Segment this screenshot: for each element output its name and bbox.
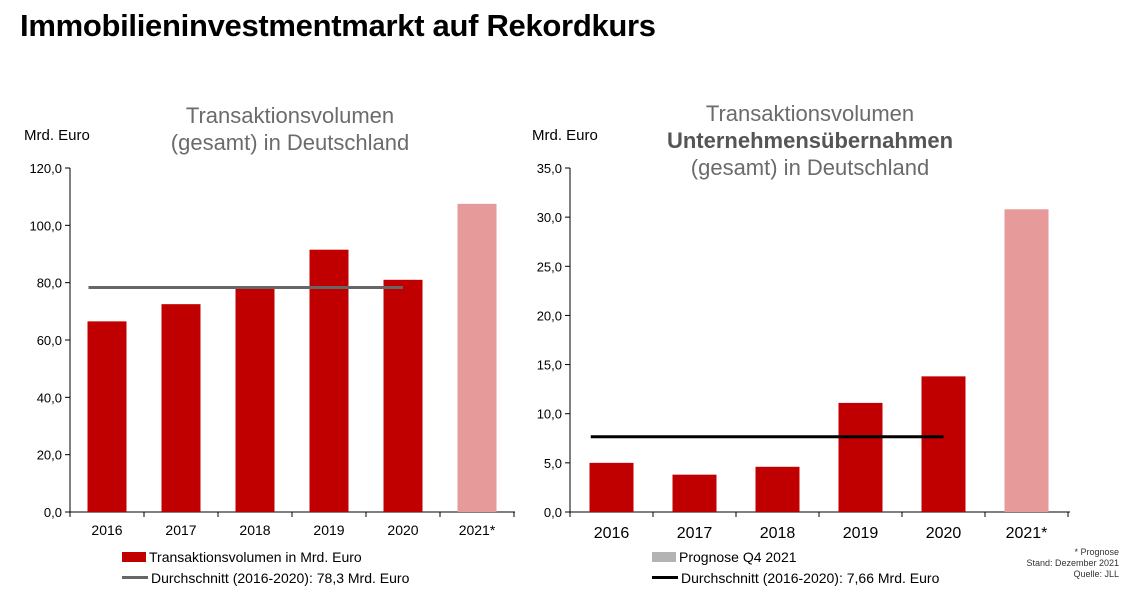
left-x-tick-label: 2021*: [459, 522, 496, 538]
left-y-tick-label: 100,0: [29, 218, 62, 233]
right-y-tick-label: 15,0: [537, 358, 562, 373]
right-legend-item-forecast: Prognose Q4 2021: [652, 546, 939, 567]
right-bar-2020: [921, 376, 966, 512]
right-x-tick-label: 2018: [760, 525, 796, 542]
left-y-axis-label: Mrd. Euro: [24, 127, 90, 144]
right-legend-line-swatch: [652, 576, 678, 579]
right-legend-forecast-label: Prognose Q4 2021: [679, 548, 797, 565]
left-y-tick-label: 60,0: [37, 333, 62, 348]
right-legend-forecast-swatch: [652, 551, 676, 562]
right-x-tick-label: 2019: [843, 525, 879, 542]
left-x-tick-label: 2016: [91, 522, 122, 538]
left-x-tick-label: 2017: [165, 522, 196, 538]
left-legend-bar-swatch: [122, 551, 146, 562]
left-bar-2019: [309, 249, 349, 512]
page-title: Immobilieninvestmentmarkt auf Rekordkurs: [20, 8, 656, 43]
right-legend: Prognose Q4 2021 Durchschnitt (2016-2020…: [652, 546, 939, 588]
right-chart-subtitle: Transaktionsvolumen Unternehmensübernahm…: [620, 100, 1000, 181]
right-x-tick-label: 2016: [594, 525, 630, 542]
right-legend-item-average: Durchschnitt (2016-2020): 7,66 Mrd. Euro: [652, 567, 939, 588]
right-y-tick-label: 30,0: [537, 210, 562, 225]
left-bar-2017: [161, 304, 201, 512]
right-bar-2016: [589, 462, 634, 512]
left-bar-2018: [235, 288, 275, 512]
right-bar-2019: [838, 402, 883, 512]
left-y-tick-label: 20,0: [37, 448, 62, 463]
right-y-axis-label: Mrd. Euro: [532, 127, 598, 144]
left-y-tick-label: 0,0: [44, 505, 62, 520]
left-bar-2020: [383, 279, 423, 512]
right-y-tick-label: 10,0: [537, 407, 562, 422]
footnote-date: Stand: Dezember 2021: [1026, 558, 1119, 568]
left-bar-2016: [87, 321, 127, 512]
footnote-source: Quelle: JLL: [1073, 569, 1119, 579]
footnote-forecast: * Prognose: [1074, 547, 1119, 557]
left-legend: Transaktionsvolumen in Mrd. Euro Durchsc…: [122, 546, 409, 588]
left-x-tick-label: 2018: [239, 522, 270, 538]
right-subtitle-line-2: Unternehmensübernahmen: [666, 128, 954, 153]
right-legend-line-label: Durchschnitt (2016-2020): 7,66 Mrd. Euro: [681, 569, 940, 586]
right-x-tick-label: 2021*: [1006, 525, 1048, 542]
right-y-tick-label: 25,0: [537, 259, 562, 274]
left-legend-line-swatch: [122, 576, 148, 579]
right-bar-2017: [672, 474, 717, 512]
left-y-tick-label: 120,0: [29, 161, 62, 176]
left-bar-2021: [457, 203, 497, 513]
left-subtitle-line-1: Transaktionsvolumen: [185, 103, 395, 128]
left-legend-item-average: Durchschnitt (2016-2020): 78,3 Mrd. Euro: [122, 567, 409, 588]
right-y-tick-label: 5,0: [544, 456, 562, 471]
left-legend-bar-label: Transaktionsvolumen in Mrd. Euro: [149, 548, 362, 565]
left-legend-line-label: Durchschnitt (2016-2020): 78,3 Mrd. Euro: [151, 569, 410, 586]
left-chart-subtitle: Transaktionsvolumen (gesamt) in Deutschl…: [120, 102, 460, 156]
right-y-tick-label: 20,0: [537, 308, 562, 323]
left-subtitle-line-2: (gesamt) in Deutschland: [170, 130, 410, 155]
right-bar-2021: [1004, 209, 1049, 512]
right-x-tick-label: 2017: [677, 525, 713, 542]
right-y-tick-label: 0,0: [544, 505, 562, 520]
footnotes: * Prognose Stand: Dezember 2021 Quelle: …: [1026, 547, 1119, 580]
left-y-tick-label: 80,0: [37, 276, 62, 291]
right-y-tick-label: 35,0: [537, 161, 562, 176]
right-subtitle-line-3: (gesamt) in Deutschland: [690, 155, 930, 180]
left-legend-item-bars: Transaktionsvolumen in Mrd. Euro: [122, 546, 409, 567]
left-y-tick-label: 40,0: [37, 390, 62, 405]
left-x-tick-label: 2019: [313, 522, 344, 538]
right-x-tick-label: 2020: [926, 525, 962, 542]
right-subtitle-line-1: Transaktionsvolumen: [705, 101, 915, 126]
right-bar-2018: [755, 466, 800, 512]
left-x-tick-label: 2020: [387, 522, 418, 538]
